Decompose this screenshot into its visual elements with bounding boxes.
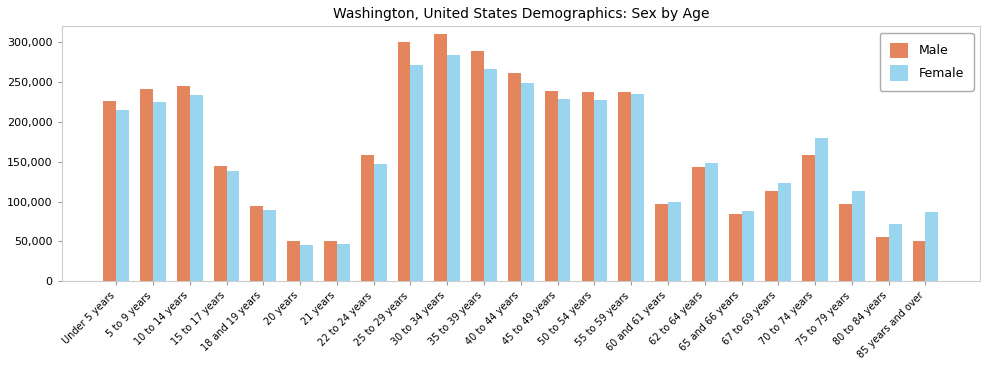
Bar — [250, 206, 263, 281]
Bar — [227, 171, 240, 281]
Bar — [361, 155, 374, 281]
Bar — [765, 191, 778, 281]
Bar — [630, 94, 644, 281]
Bar — [483, 69, 496, 281]
Bar — [336, 244, 349, 281]
Bar — [300, 245, 313, 281]
Bar — [912, 241, 925, 281]
Bar — [104, 101, 116, 281]
Bar — [617, 92, 630, 281]
Bar — [323, 241, 336, 281]
Bar — [470, 51, 483, 281]
Bar — [434, 34, 447, 281]
Bar — [691, 167, 704, 281]
Bar — [287, 241, 300, 281]
Bar — [925, 212, 938, 281]
Bar — [544, 91, 557, 281]
Bar — [851, 191, 864, 281]
Bar — [802, 155, 814, 281]
Bar — [410, 65, 423, 281]
Bar — [189, 95, 202, 281]
Bar — [176, 86, 189, 281]
Bar — [263, 210, 276, 281]
Bar — [875, 237, 887, 281]
Bar — [594, 99, 606, 281]
Bar — [655, 204, 668, 281]
Bar — [116, 110, 129, 281]
Bar — [704, 163, 717, 281]
Bar — [740, 211, 753, 281]
Bar — [521, 83, 533, 281]
Bar — [728, 214, 740, 281]
Bar — [214, 166, 227, 281]
Bar — [140, 89, 153, 281]
Bar — [508, 73, 521, 281]
Bar — [153, 102, 166, 281]
Bar — [814, 138, 827, 281]
Bar — [887, 224, 900, 281]
Bar — [581, 92, 594, 281]
Bar — [397, 42, 410, 281]
Bar — [557, 99, 570, 281]
Title: Washington, United States Demographics: Sex by Age: Washington, United States Demographics: … — [332, 7, 708, 21]
Bar — [447, 55, 459, 281]
Bar — [374, 164, 387, 281]
Bar — [668, 202, 680, 281]
Bar — [838, 204, 851, 281]
Bar — [778, 183, 791, 281]
Legend: Male, Female: Male, Female — [879, 33, 973, 91]
